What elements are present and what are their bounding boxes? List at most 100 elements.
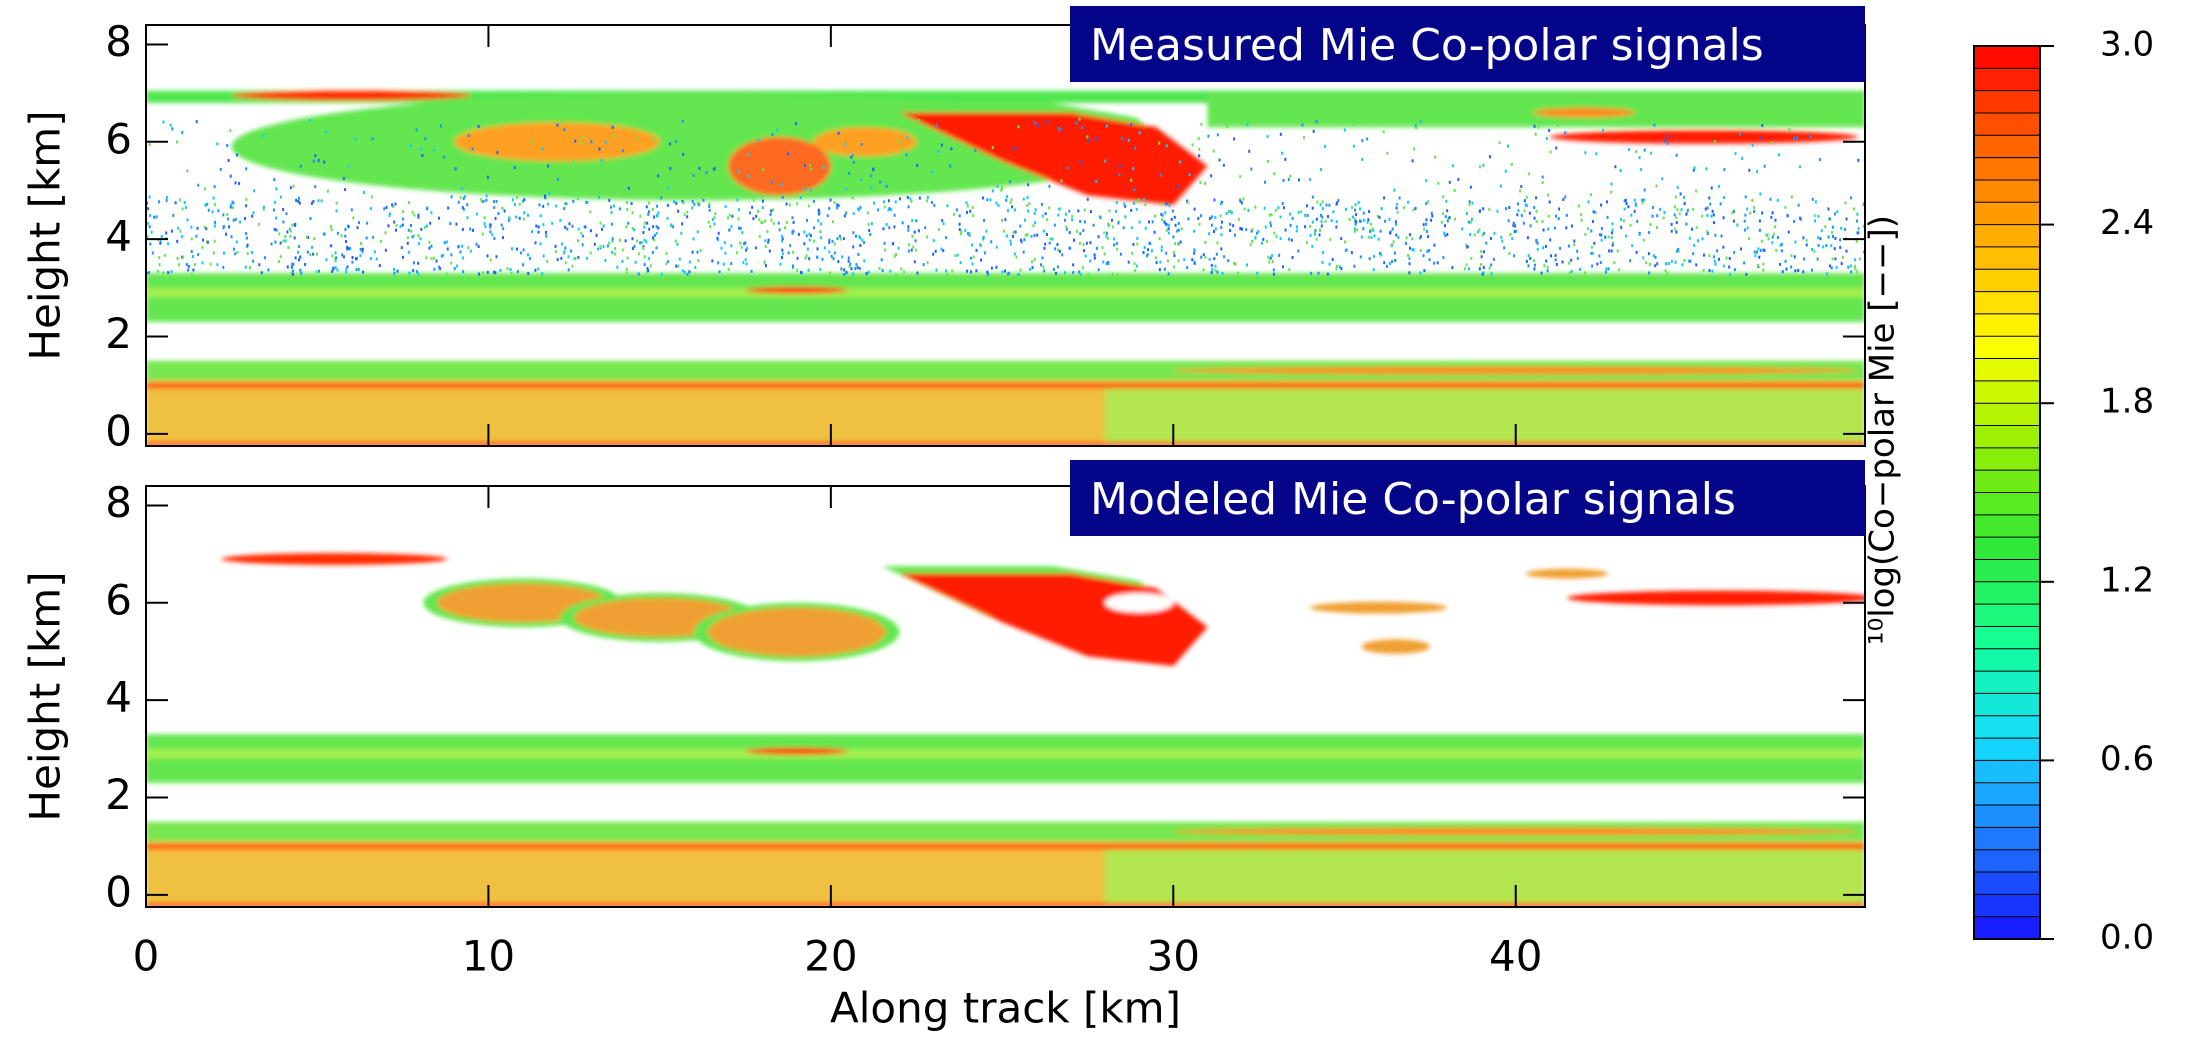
signal-noise — [1271, 259, 1274, 263]
signal-noise — [1532, 259, 1535, 263]
signal-noise — [148, 195, 151, 199]
signal-noise — [1427, 200, 1430, 204]
signal-noise — [1708, 254, 1711, 258]
signal-noise — [1072, 238, 1075, 242]
signal-noise — [1269, 256, 1272, 260]
signal-noise — [1137, 198, 1140, 202]
signal-noise — [1080, 126, 1083, 130]
signal-noise — [1066, 166, 1069, 170]
signal-noise — [1136, 242, 1139, 246]
signal-noise — [666, 216, 669, 220]
signal-noise — [384, 231, 387, 235]
signal-noise — [792, 220, 795, 224]
signal-noise — [1056, 243, 1059, 247]
signal-noise — [1377, 120, 1380, 124]
signal-noise — [355, 268, 358, 272]
signal-noise — [180, 235, 183, 239]
signal-noise — [1072, 271, 1075, 275]
signal-noise — [292, 184, 295, 188]
signal-noise — [1607, 267, 1610, 271]
signal-noise — [1565, 226, 1568, 230]
signal-noise — [848, 171, 851, 175]
colorbar-band — [1974, 604, 2040, 627]
signal-noise — [1436, 261, 1439, 265]
signal-noise — [435, 259, 438, 263]
signal-noise — [891, 242, 894, 246]
signal-noise — [681, 199, 684, 203]
signal-noise — [1776, 236, 1779, 240]
signal-noise — [345, 247, 348, 251]
signal-noise — [454, 167, 457, 171]
signal-noise — [1372, 268, 1375, 272]
signal-noise — [680, 231, 683, 235]
signal-noise — [515, 247, 518, 251]
signal-noise — [203, 187, 206, 191]
signal-noise — [868, 228, 871, 232]
signal-noise — [624, 239, 627, 243]
signal-noise — [522, 263, 525, 267]
signal-noise — [1523, 199, 1526, 203]
signal-noise — [848, 264, 851, 268]
signal-noise — [817, 208, 820, 212]
signal-noise — [1069, 246, 1072, 250]
signal-noise — [1802, 270, 1805, 274]
signal-noise — [475, 212, 478, 216]
signal-noise — [1024, 218, 1027, 222]
signal-noise — [917, 229, 920, 233]
colorbar-band — [1974, 135, 2040, 159]
signal-noise — [1397, 236, 1400, 240]
signal-noise — [1389, 231, 1392, 235]
signal-noise — [1520, 185, 1523, 189]
signal-noise — [1593, 241, 1596, 245]
signal-noise — [1430, 211, 1433, 215]
signal-noise — [275, 216, 278, 220]
signal-noise — [312, 159, 315, 163]
signal-noise — [1633, 209, 1636, 213]
signal-noise — [887, 199, 890, 203]
signal-noise — [1488, 207, 1491, 211]
signal-noise — [299, 268, 302, 272]
signal-patch — [1310, 144, 1448, 169]
signal-noise — [837, 131, 840, 135]
signal-noise — [1071, 218, 1074, 222]
signal-noise — [203, 225, 206, 229]
signal-noise — [1082, 243, 1085, 247]
signal-noise — [691, 206, 694, 210]
signal-noise — [306, 235, 309, 239]
signal-noise — [537, 267, 540, 271]
signal-noise — [682, 152, 685, 156]
signal-noise — [235, 153, 238, 157]
signal-noise — [565, 202, 568, 206]
signal-noise — [780, 255, 783, 259]
signal-noise — [417, 272, 420, 276]
signal-noise — [648, 201, 651, 205]
signal-noise — [1383, 196, 1386, 200]
signal-noise — [1817, 244, 1820, 248]
signal-noise — [1269, 221, 1272, 225]
signal-noise — [1204, 181, 1207, 185]
signal-noise — [642, 245, 645, 249]
signal-noise — [1305, 241, 1308, 245]
signal-noise — [1520, 213, 1523, 217]
signal-noise — [859, 206, 862, 210]
signal-noise — [917, 119, 920, 123]
signal-band — [1104, 385, 1865, 446]
signal-noise — [885, 184, 888, 188]
signal-noise — [627, 186, 630, 190]
signal-noise — [861, 238, 864, 242]
signal-noise — [1130, 178, 1133, 182]
signal-noise — [1052, 267, 1055, 271]
signal-noise — [856, 207, 859, 211]
signal-noise — [236, 250, 239, 254]
signal-noise — [1640, 167, 1643, 171]
signal-noise — [688, 270, 691, 274]
signal-noise — [1214, 215, 1217, 219]
signal-noise — [481, 200, 484, 204]
signal-noise — [713, 222, 716, 226]
signal-noise — [408, 271, 411, 275]
signal-noise — [1480, 263, 1483, 267]
x-axis-label: Along track [km] — [830, 984, 1181, 1033]
signal-noise — [621, 248, 624, 252]
signal-noise — [1330, 219, 1333, 223]
signal-noise — [1489, 236, 1492, 240]
